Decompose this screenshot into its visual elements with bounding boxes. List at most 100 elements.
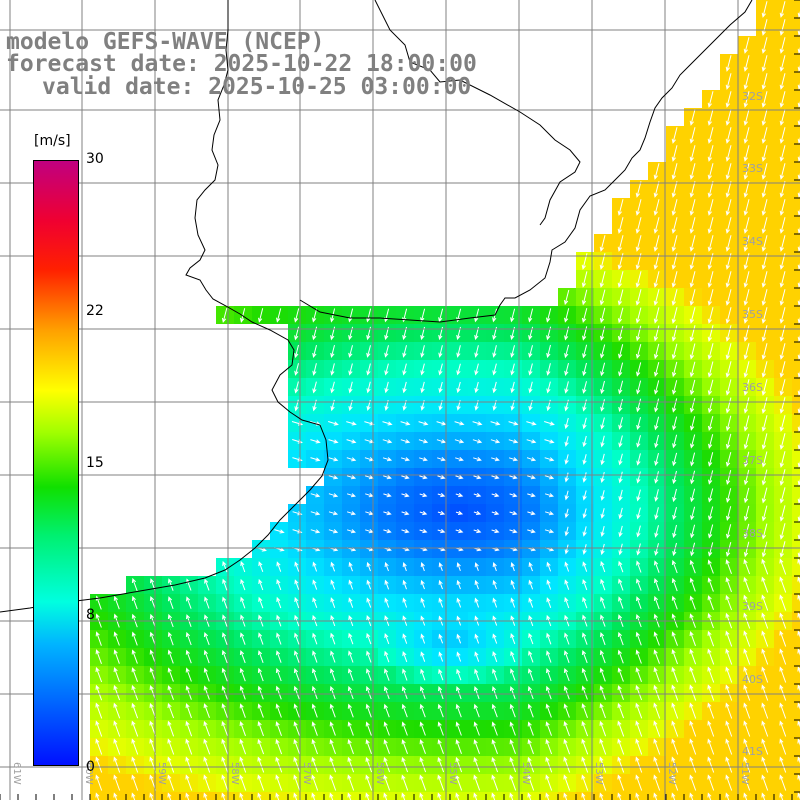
wind-arrow	[617, 738, 625, 755]
wind-arrow	[508, 421, 519, 426]
wind-arrow	[528, 308, 534, 323]
wind-arrow	[635, 774, 643, 791]
wind-arrow	[510, 308, 516, 323]
wind-arrow	[618, 596, 624, 609]
wind-arrow	[671, 271, 678, 288]
wind-arrow	[581, 720, 589, 737]
wind-arrow	[131, 684, 139, 701]
wind-arrow	[293, 738, 301, 755]
wind-arrow	[239, 792, 244, 800]
coastline	[0, 0, 753, 613]
wind-arrow	[653, 271, 660, 288]
wind-arrow	[725, 325, 732, 342]
wind-arrow	[761, 630, 769, 647]
wind-arrow	[546, 561, 552, 572]
wind-arrow	[743, 379, 750, 396]
wind-arrow	[545, 685, 552, 700]
wind-arrow	[294, 650, 300, 663]
wind-arrow	[509, 686, 516, 700]
wind-arrow	[221, 649, 228, 664]
wind-arrow	[761, 720, 769, 737]
wind-arrow	[491, 510, 500, 516]
wind-speed-cell	[792, 180, 800, 198]
wind-arrow	[382, 457, 393, 462]
wind-arrow	[510, 668, 516, 681]
wind-arrow	[671, 649, 678, 665]
wind-arrow	[294, 363, 299, 376]
wind-arrow	[420, 562, 425, 572]
wind-arrow	[149, 792, 154, 800]
wind-arrow	[725, 361, 732, 378]
wind-arrow	[725, 109, 732, 126]
wind-arrow	[707, 559, 714, 574]
wind-arrow	[402, 651, 408, 663]
wind-arrow	[383, 739, 390, 754]
wind-arrow	[617, 199, 624, 216]
wind-arrow	[689, 666, 697, 683]
wind-arrow	[690, 542, 696, 557]
wind-arrow	[491, 739, 498, 754]
wind-arrow	[725, 217, 732, 234]
wind-arrow	[544, 457, 555, 462]
wind-arrow	[491, 756, 499, 773]
wind-arrow	[310, 493, 321, 498]
wind-arrow	[779, 792, 784, 800]
wind-arrow	[743, 756, 751, 773]
wind-arrow	[526, 439, 537, 444]
wind-arrow	[346, 511, 356, 516]
wind-arrow	[330, 579, 336, 590]
wind-arrow	[582, 490, 587, 501]
wind-arrow	[671, 199, 678, 216]
wind-arrow	[546, 668, 552, 682]
wind-arrow	[725, 792, 730, 800]
wind-arrow	[510, 597, 516, 608]
wind-arrow	[438, 668, 444, 681]
wind-arrow	[779, 523, 786, 540]
wind-arrow	[528, 668, 534, 681]
wind-arrow	[437, 457, 446, 462]
longitude-label: 52W	[666, 762, 677, 785]
longitude-label: 61W	[11, 762, 22, 785]
wind-arrow	[347, 792, 352, 800]
wind-arrow	[545, 792, 550, 800]
wind-arrow	[797, 576, 800, 584]
wind-arrow	[312, 561, 318, 572]
wind-arrow	[563, 721, 570, 737]
wind-arrow	[581, 289, 588, 306]
wind-arrow	[546, 650, 552, 663]
wind-arrow	[203, 792, 208, 800]
wind-arrow	[329, 756, 337, 773]
wind-arrow	[526, 421, 537, 426]
wind-arrow	[490, 421, 501, 426]
wind-arrow	[509, 792, 514, 800]
wind-arrow	[581, 271, 588, 288]
wind-arrow	[329, 721, 336, 736]
wind-arrow	[563, 289, 570, 306]
wind-arrow	[761, 774, 769, 791]
wind-arrow	[725, 774, 733, 791]
wind-arrow	[348, 381, 353, 394]
wind-arrow	[600, 490, 605, 501]
wind-speed-cell	[792, 342, 800, 360]
wind-arrow	[420, 633, 426, 644]
wind-arrow	[635, 792, 640, 800]
wind-arrow	[689, 631, 696, 647]
wind-speed-cell	[792, 90, 800, 108]
wind-arrow	[384, 363, 389, 376]
wind-speed-cell	[792, 630, 800, 648]
wind-arrow	[311, 703, 318, 718]
wind-arrow	[545, 756, 553, 773]
wind-arrow	[402, 345, 407, 358]
wind-arrow	[167, 774, 175, 791]
wind-arrow	[779, 145, 786, 162]
wind-arrow	[743, 792, 748, 800]
wind-arrow	[654, 434, 659, 449]
wind-arrow	[671, 792, 676, 800]
wind-arrow	[636, 560, 642, 573]
wind-arrow	[797, 684, 800, 692]
wind-arrow	[419, 703, 426, 718]
wind-arrow	[472, 439, 483, 444]
colorbar-unit-label: [m/s]	[34, 133, 71, 149]
wind-arrow	[707, 217, 714, 234]
wind-arrow	[113, 702, 121, 719]
